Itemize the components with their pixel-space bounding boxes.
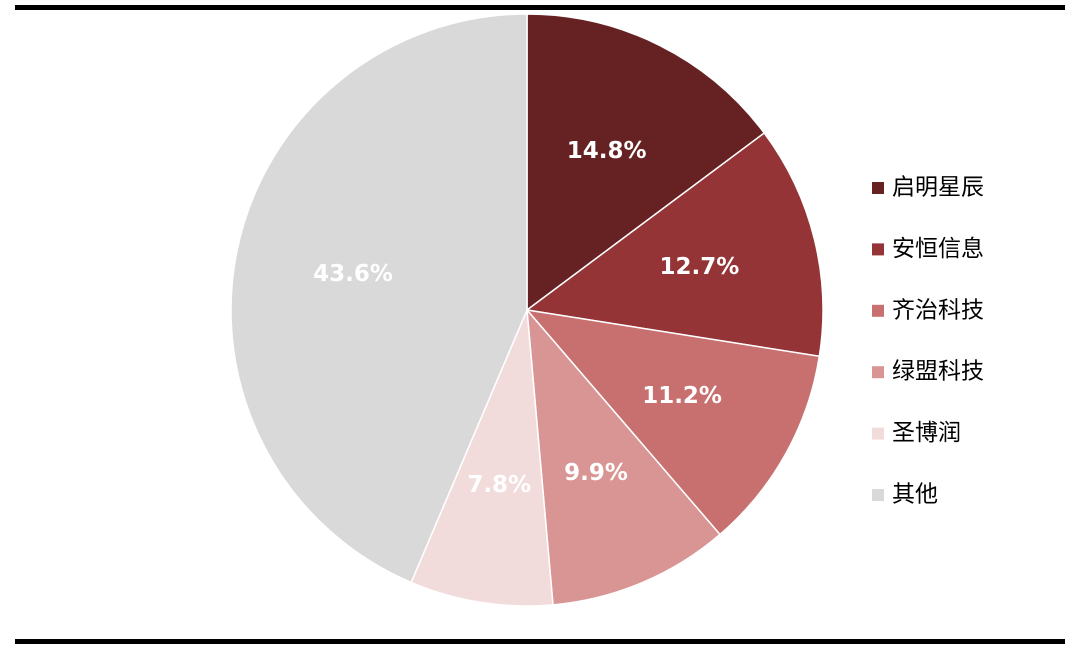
pie-slice — [525, 308, 821, 536]
value-label: 7.8% — [467, 472, 531, 498]
pie-slice — [525, 131, 824, 358]
value-label: 43.6% — [313, 261, 393, 287]
legend-label: 圣博润 — [892, 420, 961, 446]
top-rule — [15, 5, 1065, 10]
legend-label: 启明星辰 — [892, 175, 984, 201]
legend-label: 绿盟科技 — [892, 359, 984, 385]
legend-swatch — [872, 304, 884, 317]
value-label: 9.9% — [564, 460, 628, 486]
legend-swatch — [872, 489, 884, 501]
pie-slice — [526, 13, 766, 312]
value-label: 12.7% — [660, 254, 740, 280]
legend-label: 安恒信息 — [892, 236, 984, 262]
legend-swatch — [872, 243, 884, 256]
pie-slice — [526, 307, 722, 606]
legend-swatch — [872, 182, 884, 194]
pie-slice — [410, 309, 554, 607]
pie-slice — [230, 13, 528, 584]
value-label: 14.8% — [567, 138, 647, 164]
value-label: 11.2% — [642, 383, 722, 409]
legend-label: 其他 — [892, 482, 938, 508]
legend-swatch — [872, 427, 884, 440]
bottom-rule — [15, 639, 1065, 644]
legend-swatch — [872, 366, 884, 379]
legend-label: 齐治科技 — [892, 297, 984, 323]
